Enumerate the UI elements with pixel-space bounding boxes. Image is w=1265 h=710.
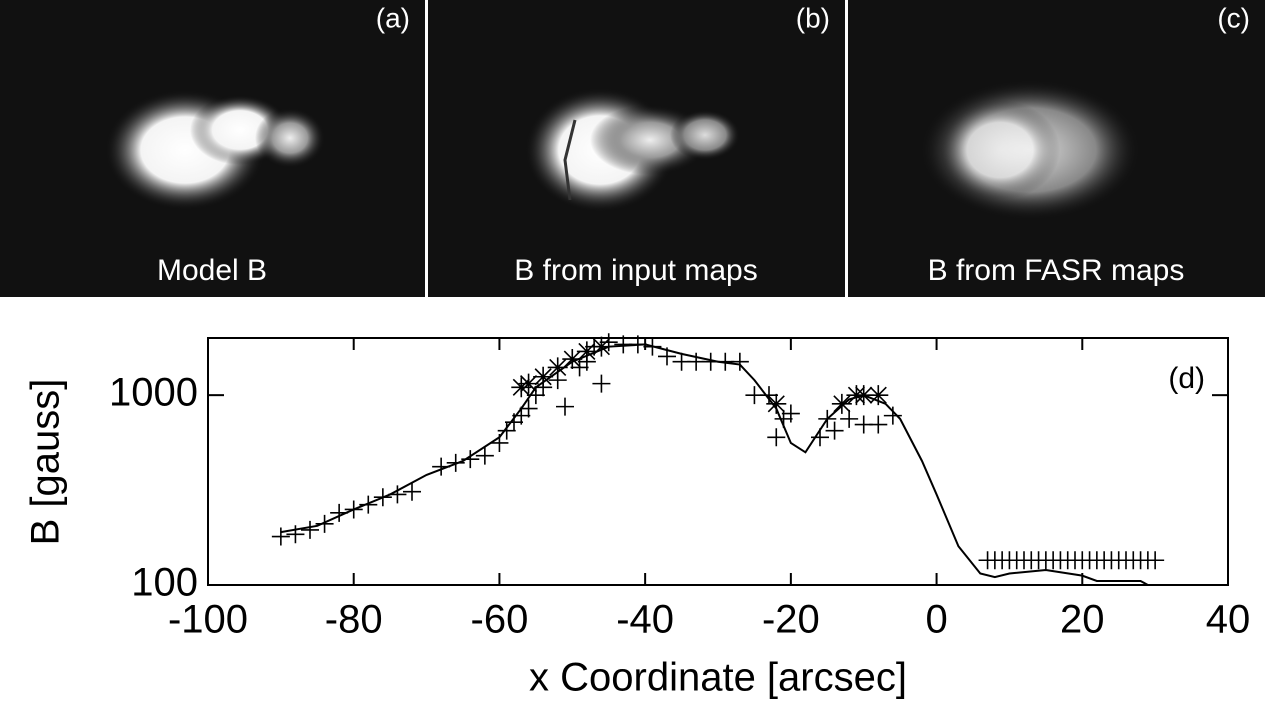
point-marker — [512, 406, 531, 425]
point-marker — [330, 503, 349, 522]
point-marker — [831, 393, 852, 414]
point-marker — [271, 527, 290, 546]
panel-caption: B from input maps — [514, 254, 757, 287]
point-marker — [766, 393, 787, 414]
point-marker — [533, 366, 554, 387]
x-axis-label: x Coordinate [arcsec] — [529, 656, 907, 700]
point-marker — [359, 495, 378, 514]
panel-tag: (c) — [1217, 2, 1250, 33]
point-marker — [883, 406, 902, 425]
plot-frame — [207, 337, 1229, 586]
point-marker — [781, 404, 800, 423]
x-tick-label: 40 — [1206, 598, 1251, 642]
panel-tag: (a) — [376, 2, 410, 33]
point-marker — [825, 421, 844, 440]
point-marker — [461, 450, 480, 469]
x-tick-label: 20 — [1060, 598, 1105, 642]
point-marker — [868, 385, 889, 406]
point-marker — [556, 397, 574, 416]
x-tick-label: -80 — [325, 598, 383, 642]
y-tick-label: 1000 — [109, 371, 198, 415]
panel-caption: Model B — [157, 254, 267, 287]
point-marker — [591, 336, 612, 357]
point-marker — [518, 373, 539, 394]
point-marker — [373, 488, 392, 507]
annotation: (d) — [1168, 362, 1205, 395]
point-marker — [853, 385, 874, 406]
point-marker — [301, 520, 319, 539]
point-marker — [869, 415, 888, 434]
panel-a: (a) Model B — [0, 0, 425, 297]
point-marker — [562, 349, 583, 370]
y-axis-label: B [gauss] — [24, 379, 68, 546]
point-marker — [767, 428, 786, 447]
point-marker — [315, 514, 334, 533]
point-marker — [446, 453, 465, 472]
point-marker — [643, 337, 662, 356]
point-marker — [840, 409, 859, 428]
point-marker — [403, 482, 421, 501]
panel-caption: B from FASR maps — [928, 254, 1185, 287]
point-marker — [519, 399, 538, 418]
point-marker — [592, 374, 611, 393]
model-line — [280, 343, 1149, 586]
panel-tag: (b) — [796, 2, 830, 33]
point-marker — [475, 446, 494, 465]
point-marker — [1146, 551, 1165, 570]
point-marker — [526, 386, 545, 405]
point-marker — [344, 500, 363, 519]
point-marker — [497, 421, 516, 440]
point-marker — [576, 341, 597, 362]
panel-b: (b) B from input maps — [428, 0, 845, 297]
y-tick-label: 100 — [131, 561, 198, 605]
point-marker — [547, 357, 568, 378]
point-marker — [818, 409, 837, 428]
point-marker — [432, 457, 451, 476]
point-marker — [490, 433, 509, 452]
x-tick-label: -60 — [471, 598, 529, 642]
point-marker — [658, 347, 676, 366]
x-tick-label: -100 — [168, 598, 248, 642]
point-marker — [388, 485, 407, 504]
x-tick-label: -20 — [762, 598, 820, 642]
point-marker — [760, 386, 778, 405]
point-marker — [286, 525, 305, 544]
point-marker — [811, 428, 829, 447]
x-tick-label: -40 — [616, 598, 674, 642]
point-marker — [628, 335, 647, 354]
point-marker — [511, 377, 532, 398]
x-tick-label: 0 — [925, 598, 947, 642]
panel-c: (c) B from FASR maps — [848, 0, 1265, 297]
point-marker — [730, 352, 749, 371]
point-marker — [599, 333, 618, 352]
